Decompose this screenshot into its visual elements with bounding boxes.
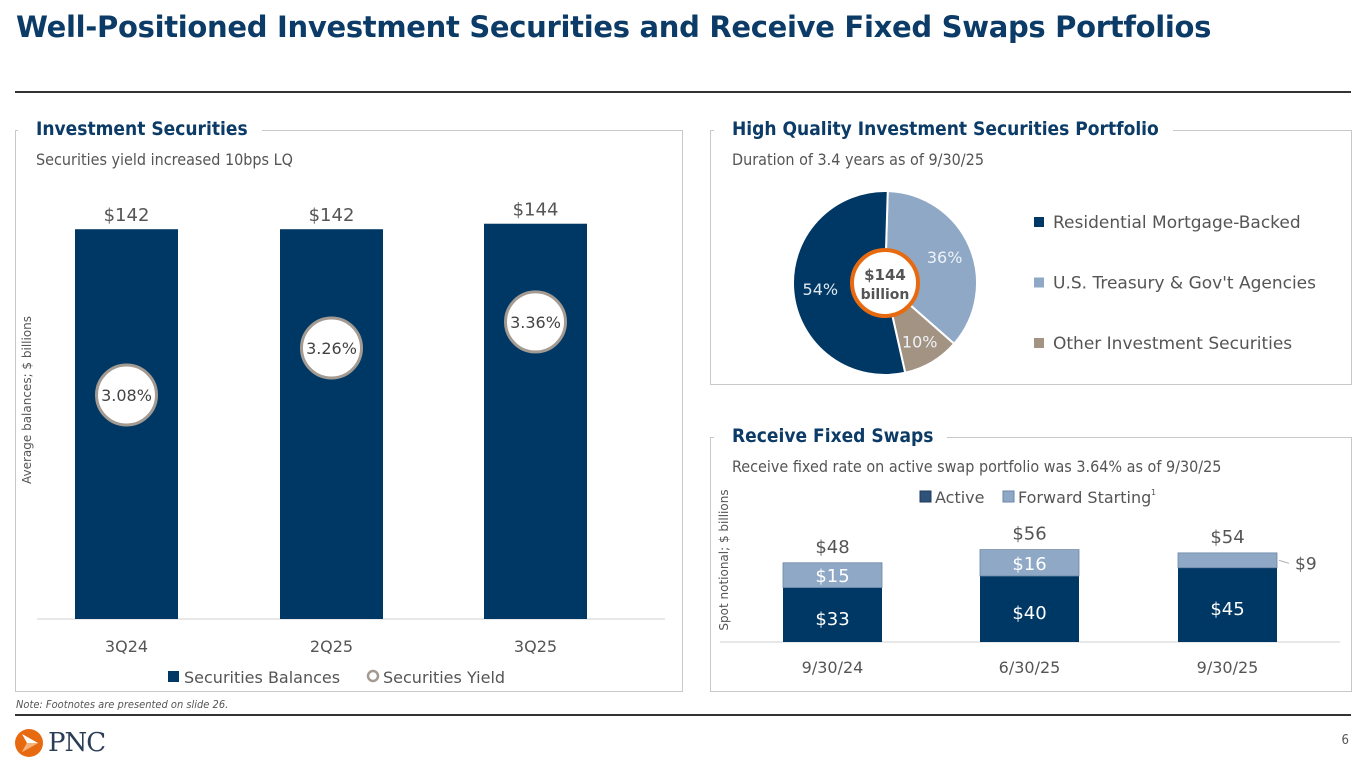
legend-label-active: Active (935, 488, 985, 507)
title-divider (15, 91, 1351, 93)
portfolio-pie-chart: 54% 36% 10% $144 billion Residential Mortgage… (792, 190, 1316, 376)
leader-line (1278, 559, 1290, 564)
bar-forward-starting (782, 562, 883, 588)
pnc-logo-icon (15, 729, 43, 757)
receive-fixed-swaps-chart: $33 $15 $48 9/30/24 $40 $16 $56 6/30/25 $45 $9 $54… (717, 488, 1340, 677)
footnote: Note: Footnotes are presented on slide 2… (16, 698, 229, 711)
portfolio-panel-subtitle: Duration of 3.4 years as of 9/30/25 (732, 150, 984, 169)
yield-label: 3.08% (101, 386, 152, 405)
bar-active-label: $33 (815, 609, 849, 630)
pie-slice-label: 36% (927, 248, 963, 267)
pnc-logo-text: PNC (48, 728, 106, 758)
swaps-panel-subtitle: Receive fixed rate on active swap portfo… (732, 457, 1222, 476)
legend-label-forward: Forward Starting (1018, 488, 1151, 507)
bar-active (980, 576, 1079, 642)
bar-securities-balance (484, 223, 587, 619)
bar-total-label: $54 (1210, 527, 1244, 548)
pie-slice (792, 190, 907, 376)
bar-forward-label: $16 (1012, 554, 1046, 575)
legend-label: Other Investment Securities (1053, 334, 1292, 354)
legend-swatch (1034, 338, 1044, 348)
x-tick-label: 9/30/25 (1197, 658, 1259, 677)
legend-swatch-yield (366, 669, 380, 683)
bar-securities-balance (280, 229, 383, 619)
pie-center-unit: billion (861, 287, 910, 303)
bar-active-label: $40 (1012, 603, 1046, 624)
yield-marker (95, 363, 158, 427)
legend-label: U.S. Treasury & Gov't Agencies (1053, 274, 1316, 294)
legend-swatch-balances (168, 671, 179, 682)
bar-forward-label: $15 (815, 566, 849, 587)
legend-swatch-forward (1002, 490, 1015, 503)
pie-slice-label: 54% (803, 280, 839, 299)
bar-value-label: $142 (309, 205, 355, 226)
bar-active-label: $45 (1210, 599, 1244, 620)
legend-swatch (1034, 277, 1044, 288)
bar-value-label: $144 (513, 200, 559, 221)
yield-label: 3.26% (306, 339, 357, 358)
bar-total-label: $48 (815, 537, 849, 558)
portfolio-panel-title: High Quality Investment Securities Portf… (714, 118, 1173, 140)
y-axis-label: Average balances; $ billions (20, 316, 34, 484)
investment-securities-panel (15, 130, 683, 692)
footer-divider (15, 714, 1351, 716)
bar-value-label: $142 (104, 205, 150, 226)
bar-forward-label: $9 (1295, 554, 1317, 574)
pnc-logo: PNC (14, 728, 106, 758)
bar-forward-starting (1177, 552, 1278, 569)
yield-marker (300, 316, 363, 380)
bar-forward-starting (979, 549, 1080, 577)
bar-active (1178, 567, 1277, 642)
legend-label-balances: Securities Balances (184, 668, 340, 687)
legend-label-yield: Securities Yield (383, 668, 505, 687)
swaps-panel (710, 437, 1352, 692)
pie-slice (883, 190, 978, 346)
x-tick-label: 2Q25 (310, 637, 353, 656)
pie-center-value: $144 (864, 266, 906, 284)
yield-label: 3.36% (510, 313, 561, 332)
bar-total-label: $56 (1012, 524, 1046, 545)
x-tick-label: 6/30/25 (999, 658, 1061, 677)
slide-title: Well-Positioned Investment Securities an… (16, 10, 1212, 44)
legend-swatch (1034, 217, 1044, 227)
bar-active (783, 587, 882, 642)
legend-label: Residential Mortgage-Backed (1053, 213, 1301, 233)
legend-swatch-active (919, 490, 932, 503)
investment-securities-chart: $142 3Q24 3.08% $142 2Q25 3.26% $144 3Q25 3.36% A… (20, 200, 665, 687)
legend-footnote-marker: 1 (1151, 488, 1156, 497)
x-tick-label: 3Q25 (514, 637, 557, 656)
x-tick-label: 9/30/24 (802, 658, 864, 677)
y-axis-label: Spot notional; $ billions (717, 489, 731, 630)
page-number: 6 (1341, 733, 1349, 748)
investment-panel-title: Investment Securities (18, 118, 262, 140)
swaps-panel-title: Receive Fixed Swaps (714, 425, 948, 447)
yield-marker (504, 290, 567, 354)
pie-slice-label: 10% (902, 332, 938, 351)
investment-panel-subtitle: Securities yield increased 10bps LQ (36, 150, 293, 169)
pie-center-badge (850, 248, 920, 318)
x-tick-label: 3Q24 (105, 637, 148, 656)
